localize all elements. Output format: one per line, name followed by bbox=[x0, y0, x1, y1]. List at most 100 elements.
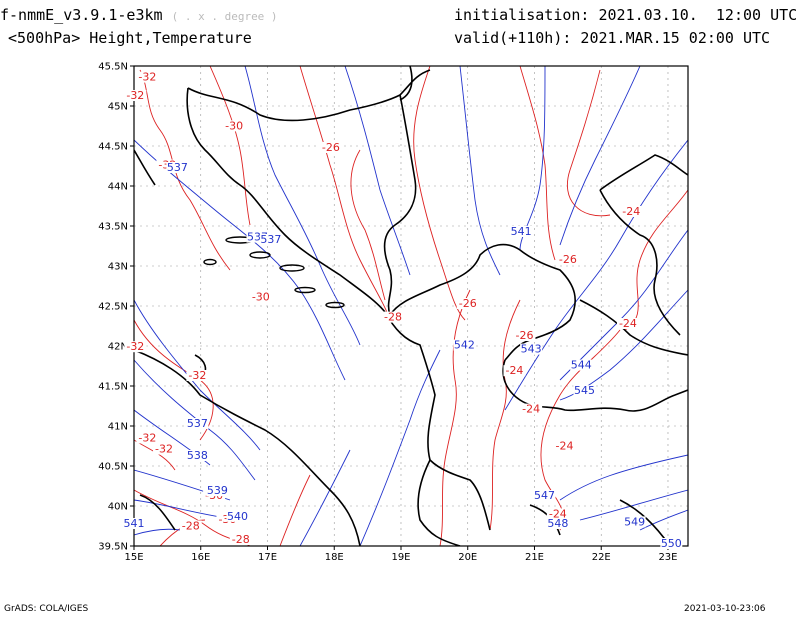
footer-timestamp: 2021-03-10-23:06 bbox=[684, 604, 766, 614]
height-contour-label-bg bbox=[546, 518, 569, 529]
temperature-contour-label: -28 bbox=[182, 519, 200, 532]
height-contour-label: 537 bbox=[167, 161, 188, 174]
valid-time: valid(+110h): 2021.MAR.15 02:00 UTC bbox=[454, 29, 771, 47]
x-tick-label: 15E bbox=[124, 552, 143, 563]
temperature-contour-label-bg bbox=[249, 291, 272, 303]
temperature-contour-label-bg bbox=[513, 330, 536, 341]
temperature-contour-label-bg bbox=[616, 318, 639, 329]
x-tick-label: 16E bbox=[191, 552, 210, 563]
grid-lines bbox=[133, 65, 688, 547]
y-tick-label: 45N bbox=[108, 102, 128, 113]
x-tick-label: 21E bbox=[525, 552, 544, 563]
axis-ticks: 15E 16E 17E 18E 19E 20E 21E 22E 23E 39.5N 40N 40.5N… bbox=[98, 62, 677, 564]
coastlines-borders bbox=[134, 66, 688, 546]
temperature-contour-label-bg bbox=[186, 370, 209, 381]
y-tick-label: 40N bbox=[108, 502, 128, 513]
model-title: f-nmmE_v3.9.1-e3km ( . x . degree ) bbox=[0, 6, 278, 26]
height-contour-label-bg bbox=[623, 516, 646, 528]
height-contour-label-bg bbox=[533, 490, 556, 501]
temperature-contour-label-bg bbox=[179, 520, 202, 532]
temperature-contour-label-bg bbox=[520, 403, 543, 415]
height-contour-label-bg bbox=[520, 343, 543, 355]
height-contour-label-bg bbox=[453, 339, 476, 351]
temperature-contour-label: -24 bbox=[522, 403, 540, 416]
height-contour-label: 541 bbox=[511, 225, 532, 238]
init-time: initialisation: 2021.03.10. 12:00 UTC bbox=[454, 6, 798, 24]
temperature-contour-label-bg bbox=[229, 534, 252, 545]
temperature-contour-label-bg bbox=[124, 90, 147, 101]
temperature-contour-label-bg bbox=[136, 432, 159, 444]
temperature-contour-label: -30 bbox=[225, 119, 243, 132]
height-contour-label-bg bbox=[660, 538, 683, 549]
temperature-contour-label: -32 bbox=[138, 71, 156, 84]
temperature-contour-label-bg bbox=[319, 142, 342, 153]
temperature-contour-label: -30 bbox=[252, 291, 270, 304]
temperature-contour-label: -24 bbox=[556, 439, 574, 452]
temperature-contour-label-bg bbox=[223, 120, 246, 132]
x-tick-label: 22E bbox=[592, 552, 611, 563]
model-name: f-nmmE_v3.9.1-e3km bbox=[0, 6, 163, 24]
y-tick-label: 44.5N bbox=[98, 142, 128, 153]
height-contour-label: 540 bbox=[227, 510, 248, 523]
height-contour-label: 539 bbox=[207, 484, 228, 497]
height-contour-label: 547 bbox=[534, 489, 555, 502]
temperature-contour-label: -24 bbox=[622, 205, 640, 218]
height-contour-label: 544 bbox=[571, 359, 592, 372]
temperature-contour-label-bg bbox=[620, 206, 643, 217]
height-contour-label-bg bbox=[186, 450, 209, 461]
height-contour-label: 537 bbox=[260, 233, 281, 246]
footer-credit: GrADS: COLA/IGES bbox=[4, 604, 89, 614]
field-title: <500hPa> Height,Temperature bbox=[8, 29, 252, 47]
height-contour-label: 543 bbox=[521, 343, 542, 356]
height-contour-label: 545 bbox=[574, 384, 595, 397]
temperature-contour-label: -28 bbox=[232, 533, 250, 546]
height-contour-label-bg bbox=[259, 234, 282, 245]
temperature-contour-label: -26 bbox=[515, 329, 533, 342]
y-tick-label: 43N bbox=[108, 262, 128, 273]
temperature-contour-label-bg bbox=[553, 440, 576, 452]
temperature-contour-label: -26 bbox=[559, 253, 577, 266]
temperature-labels: -32 -32 -30 -26 -32 -30 -28 -26 -26 -24 -24 -26 -24 -… bbox=[124, 71, 643, 546]
height-contour-label-bg bbox=[206, 485, 229, 497]
x-tick-label: 17E bbox=[258, 552, 277, 563]
temperature-contour-label: -32 bbox=[138, 431, 156, 444]
y-tick-label: 44N bbox=[108, 182, 128, 193]
temperature-contour-label: -26 bbox=[459, 297, 477, 310]
y-tick-label: 41.5N bbox=[98, 382, 128, 393]
height-contour-label: 548 bbox=[547, 517, 568, 530]
temperature-contour-label-bg bbox=[546, 508, 569, 520]
height-contour-label-bg bbox=[226, 510, 249, 522]
y-tick-label: 39.5N bbox=[98, 542, 128, 553]
x-tick-label: 19E bbox=[391, 552, 410, 563]
temperature-contour-label: -32 bbox=[126, 340, 144, 353]
height-contour-label: 549 bbox=[624, 515, 645, 528]
temperature-contour-label: -24 bbox=[619, 317, 637, 330]
temperature-contour-label-bg bbox=[136, 71, 159, 83]
y-tick-label: 42.5N bbox=[98, 302, 128, 313]
y-tick-label: 45.5N bbox=[98, 62, 128, 73]
x-tick-label: 23E bbox=[658, 552, 677, 563]
height-contour-label-bg bbox=[570, 359, 593, 371]
y-tick-label: 43.5N bbox=[98, 222, 128, 233]
temperature-contour-label-bg bbox=[153, 443, 176, 455]
height-contour-label-bg bbox=[186, 418, 209, 429]
height-contour-label-bg bbox=[510, 226, 533, 237]
height-contour-label: 538 bbox=[187, 449, 208, 462]
height-contour-label: 537 bbox=[187, 417, 208, 430]
temperature-contour-label: -26 bbox=[322, 141, 340, 154]
x-tick-label: 18E bbox=[325, 552, 344, 563]
y-tick-label: 40.5N bbox=[98, 462, 128, 473]
temperature-contour-label-bg bbox=[503, 365, 526, 377]
height-contour-label: 541 bbox=[124, 517, 145, 530]
temperature-contour-label: -28 bbox=[384, 311, 402, 324]
temperature-contour-label-bg bbox=[456, 298, 479, 309]
height-contour-label-bg bbox=[166, 162, 189, 173]
model-note: ( . x . degree ) bbox=[171, 10, 278, 23]
height-contour-label-bg bbox=[573, 385, 596, 397]
height-contour-label: 550 bbox=[661, 537, 682, 550]
y-tick-label: 42N bbox=[108, 342, 128, 353]
height-contour-label-bg bbox=[123, 518, 145, 529]
height-contour-label-bg bbox=[246, 231, 269, 243]
